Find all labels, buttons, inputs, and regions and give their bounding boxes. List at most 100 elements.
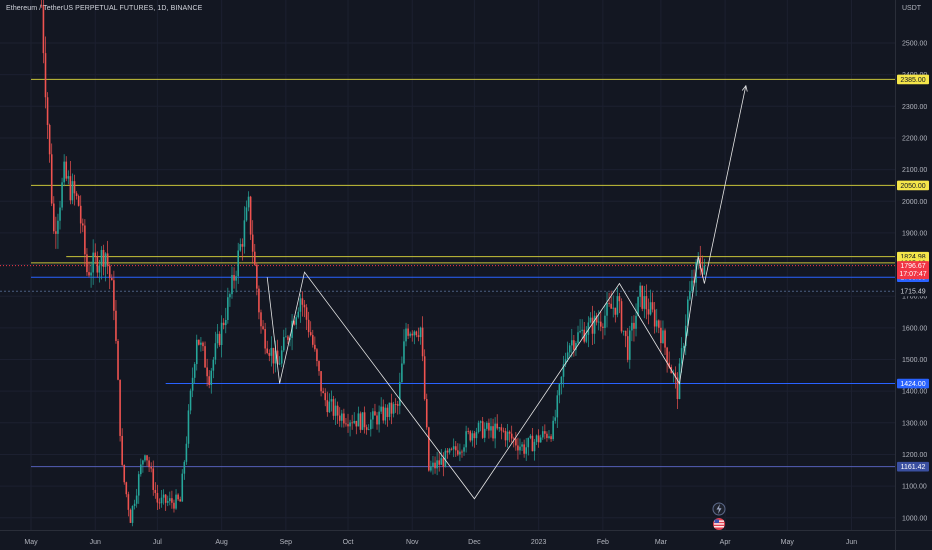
candle	[272, 347, 275, 374]
candle	[171, 490, 173, 509]
svg-text:1824.98: 1824.98	[900, 254, 925, 261]
candle	[256, 262, 258, 296]
candle	[684, 314, 687, 356]
candle	[212, 356, 215, 379]
candle	[285, 327, 287, 338]
candle	[666, 346, 668, 373]
candle	[417, 327, 420, 342]
candle	[552, 416, 554, 441]
candle	[610, 290, 612, 309]
candle	[432, 456, 434, 475]
candle	[222, 318, 225, 330]
candle	[448, 447, 451, 455]
candle	[419, 326, 422, 345]
candle	[508, 430, 511, 443]
y-tick-label: 1900.00	[902, 230, 927, 237]
candle	[653, 301, 656, 334]
candle	[591, 305, 594, 345]
candle	[481, 416, 484, 440]
svg-text:17:07:47: 17:07:47	[899, 271, 926, 278]
candle	[662, 320, 664, 344]
x-tick-label: Nov	[406, 539, 419, 546]
x-tick-label: Mar	[655, 539, 668, 546]
candle	[150, 462, 152, 473]
candle	[587, 316, 590, 348]
candle	[641, 285, 644, 312]
candle	[570, 328, 573, 358]
candle	[486, 421, 488, 431]
candle	[372, 408, 374, 429]
candle	[181, 469, 184, 502]
candle	[658, 319, 660, 334]
candle	[637, 296, 639, 317]
candle	[297, 307, 300, 319]
level-layer	[0, 78, 895, 468]
candle	[523, 439, 525, 458]
candle	[444, 448, 447, 468]
candle	[98, 259, 101, 283]
candle	[649, 289, 652, 316]
y-tick-label: 1000.00	[902, 515, 927, 522]
candle	[467, 427, 469, 435]
candle	[633, 315, 635, 342]
candle	[537, 429, 540, 448]
candle	[556, 390, 559, 428]
svg-text:1796.67: 1796.67	[900, 263, 925, 270]
axis-layer[interactable]: USDT 1000.00 1100.00 1200.00 1300.00 1400.00…	[24, 5, 927, 546]
candle	[608, 292, 610, 307]
candle	[689, 281, 691, 301]
candle	[405, 322, 407, 347]
candle	[558, 382, 561, 404]
candle	[326, 391, 329, 417]
candle	[415, 330, 418, 338]
candle	[616, 287, 619, 318]
candle	[519, 438, 521, 455]
candle	[229, 292, 231, 307]
candle	[287, 334, 289, 344]
candle	[465, 425, 467, 453]
candle	[100, 246, 103, 280]
candle	[539, 434, 542, 443]
candle	[546, 431, 548, 442]
candle	[639, 282, 641, 308]
candle	[140, 458, 142, 477]
candle	[84, 219, 86, 267]
candle	[428, 426, 430, 472]
candle	[73, 174, 76, 206]
candle	[392, 401, 395, 418]
candle	[533, 438, 536, 461]
candle	[434, 456, 436, 474]
candle	[365, 424, 368, 435]
candle	[471, 430, 474, 447]
candle	[477, 420, 480, 434]
candle	[390, 393, 393, 425]
x-tick-label: Feb	[597, 539, 609, 546]
candle	[318, 360, 320, 376]
lightning-icon[interactable]	[712, 502, 726, 516]
us-flag-icon[interactable]	[713, 518, 725, 530]
candle	[463, 444, 465, 456]
candle	[631, 316, 633, 342]
candle	[351, 414, 353, 430]
candle	[338, 407, 341, 427]
candle	[343, 408, 345, 428]
candle	[57, 213, 59, 249]
candle	[357, 406, 360, 427]
candle	[158, 498, 161, 510]
candle	[309, 321, 312, 337]
candle	[253, 243, 256, 266]
candle	[535, 434, 538, 446]
candle	[595, 312, 598, 326]
candle	[442, 452, 445, 477]
projection-arrowhead	[741, 84, 748, 92]
candle	[620, 298, 623, 334]
price-level-tag: 1424.00	[897, 378, 929, 389]
candle	[504, 428, 507, 447]
candle	[202, 341, 204, 352]
y-tick-label: 1100.00	[902, 484, 927, 491]
pattern-zigzag-line[interactable]	[266, 85, 747, 500]
x-tick-label: May	[781, 539, 795, 546]
candle	[579, 319, 581, 334]
